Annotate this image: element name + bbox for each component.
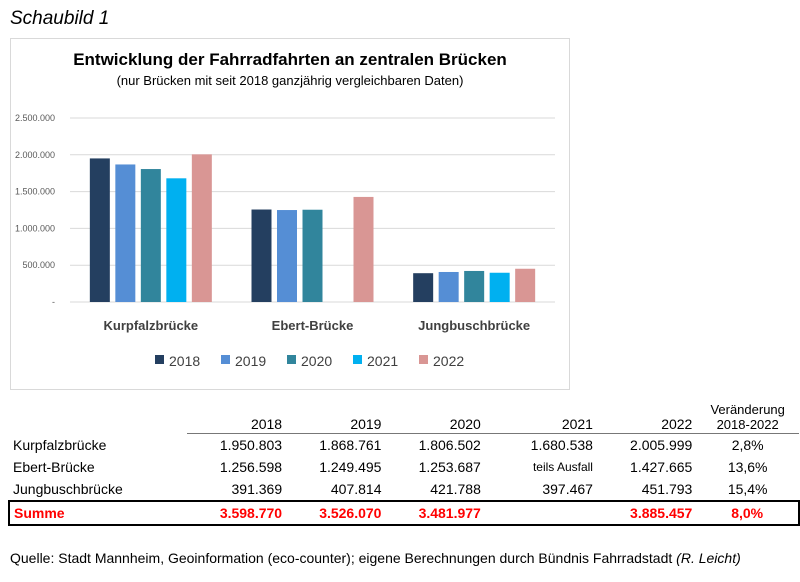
table-row: Kurpfalzbrücke 1.950.803 1.868.761 1.806.50… (9, 434, 799, 457)
cell-value: 1.950.803 (219, 437, 283, 453)
legend-label: 2022 (433, 353, 464, 369)
y-tick-label: 2.500.000 (15, 113, 55, 123)
cell-change: 13,6% (727, 459, 768, 475)
cell-change: 15,4% (727, 481, 768, 497)
cell-change: 2,8% (731, 437, 764, 453)
table-row: Summe 3.598.770 3.526.070 3.481.977 3.885.45… (8, 500, 800, 526)
cell-value: 421.788 (430, 481, 481, 497)
cell-value (484, 500, 597, 526)
cell-value: 1.249.495 (319, 459, 382, 475)
y-tick-label: 1.000.000 (15, 223, 55, 233)
table-row: Jungbuschbrücke 391.369 407.814 421.788 397.… (9, 478, 799, 501)
cell-value: 451.793 (641, 481, 693, 497)
legend-swatch-2022 (419, 355, 428, 364)
cell-value: 1.680.538 (530, 437, 593, 453)
y-tick-label: 1.500.000 (15, 187, 55, 197)
bar-2019 (438, 271, 459, 302)
legend-swatch-2019 (221, 355, 230, 364)
bar-2018 (413, 273, 434, 302)
legend-label: 2018 (169, 353, 200, 369)
x-tick-label: Ebert-Brücke (272, 318, 354, 333)
bar-2018 (251, 209, 272, 302)
cell-value: 3.885.457 (596, 500, 697, 526)
legend-swatch-2021 (353, 355, 362, 364)
cell-value: 391.369 (231, 481, 283, 497)
y-tick-label: 500.000 (22, 260, 55, 270)
source-author: (R. Leicht) (676, 550, 741, 566)
x-tick-label: Kurpfalzbrücke (104, 318, 199, 333)
header-year: 2019 (286, 402, 386, 434)
data-table: 2018 2019 2020 2021 2022 Veränderung 2018-2022… (8, 402, 800, 526)
header-year: 2020 (385, 402, 485, 434)
cell-value: 1.806.502 (418, 437, 481, 453)
cell-value: 1.427.665 (630, 459, 693, 475)
cell-value: 3.598.770 (186, 500, 287, 526)
bar-2020 (140, 169, 161, 302)
source-note: Quelle: Stadt Mannheim, Geoinformation (… (10, 550, 741, 566)
cell-change: 8,0% (696, 500, 800, 526)
table-row: Ebert-Brücke 1.256.598 1.249.495 1.253.687 t… (9, 456, 799, 478)
x-tick-label: Jungbuschbrücke (418, 318, 530, 333)
bar-2020 (302, 209, 323, 302)
y-tick-label: 2.000.000 (15, 150, 55, 160)
legend-label: 2019 (235, 353, 266, 369)
cell-value: teils Ausfall (532, 460, 593, 474)
cell-value: 1.868.761 (319, 437, 382, 453)
y-tick-label: - (52, 297, 55, 307)
header-empty (9, 402, 187, 434)
bar-2021 (489, 272, 510, 302)
header-year: 2021 (484, 402, 597, 434)
cell-value: 2.005.999 (630, 437, 693, 453)
cell-value: 397.467 (542, 481, 593, 497)
bar-2019 (277, 210, 297, 302)
header-year: 2018 (186, 402, 287, 434)
cell-value: 407.814 (330, 481, 382, 497)
source-text: Quelle: Stadt Mannheim, Geoinformation (… (10, 550, 673, 566)
row-name: Jungbuschbrücke (13, 481, 123, 497)
bar-2022 (353, 196, 374, 302)
chart-title: Entwicklung der Fahrradfahrten an zentra… (73, 50, 507, 69)
legend-label: 2021 (367, 353, 398, 369)
bar-2022 (191, 154, 212, 302)
header-year: 2022 (596, 402, 697, 434)
cell-value: 3.481.977 (385, 500, 485, 526)
bar-2019 (115, 164, 136, 302)
bar-2022 (515, 268, 536, 302)
chart-subtitle: (nur Brücken mit seit 2018 ganzjährig ve… (116, 73, 464, 88)
legend-swatch-2018 (155, 355, 164, 364)
legend-label: 2020 (301, 353, 332, 369)
row-name: Kurpfalzbrücke (13, 436, 107, 453)
bar-2021 (166, 178, 187, 302)
bar-2018 (89, 158, 110, 302)
legend-swatch-2020 (287, 355, 296, 364)
chart-frame (10, 38, 570, 390)
bar-2020 (464, 270, 485, 302)
figure-label: Schaubild 1 (10, 8, 110, 29)
header-change: Veränderung 2018-2022 (696, 402, 799, 434)
cell-value: 1.256.598 (219, 459, 283, 475)
row-name: Ebert-Brücke (13, 459, 95, 475)
cell-value: 1.253.687 (418, 459, 481, 475)
row-name: Summe (8, 500, 187, 526)
cell-value: 3.526.070 (286, 500, 386, 526)
